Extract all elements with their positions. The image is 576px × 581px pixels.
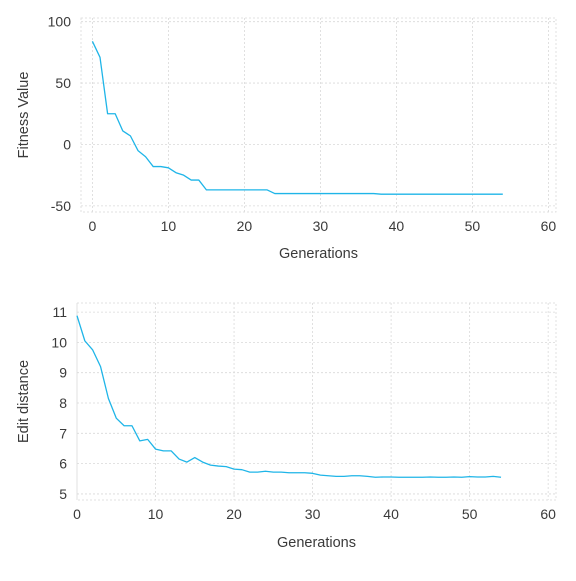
y-tick-label: 0 <box>63 136 71 152</box>
x-tick-label: 60 <box>541 218 557 234</box>
y-tick-label: 11 <box>52 304 67 320</box>
x-tick-label: 20 <box>237 218 253 234</box>
y-tick-label: 50 <box>55 75 71 91</box>
x-tick-label: 30 <box>305 506 321 522</box>
fitness-chart: 0 10 20 30 40 50 60 -50 0 50 100 Generations Fitn… <box>16 14 557 262</box>
y-axis-label: Fitness Value <box>16 72 32 159</box>
x-tick-label: 50 <box>462 506 478 522</box>
series-line-0 <box>91 41 503 195</box>
y-tick-label: 5 <box>59 486 67 502</box>
y-axis-label: Edit distance <box>16 360 32 443</box>
y-tick-label: 8 <box>59 395 67 411</box>
y-tick-label: 9 <box>59 365 67 381</box>
x-tick-label: 50 <box>465 218 481 234</box>
x-tick-label: 10 <box>161 218 177 234</box>
x-tick-label: 0 <box>89 218 97 234</box>
plot-frame <box>80 17 557 213</box>
y-tick-label: 6 <box>59 456 67 472</box>
x-tick-label: 0 <box>73 506 81 522</box>
y-tick-label: 100 <box>48 14 72 30</box>
x-tick-label: 10 <box>148 506 164 522</box>
y-tick-label: -50 <box>51 198 71 214</box>
x-tick-label: 30 <box>313 218 329 234</box>
y-tick-label: 10 <box>51 334 67 350</box>
x-tick-label: 40 <box>383 506 399 522</box>
x-axis-label: Generations <box>279 246 358 262</box>
edit-distance-chart: 0 10 20 30 40 50 60 5 6 7 8 9 10 11 Generations Edit… <box>16 302 557 551</box>
series-line-0 <box>76 315 502 478</box>
x-tick-label: 60 <box>540 506 556 522</box>
plot-frame <box>76 302 557 501</box>
x-axis-label: Generations <box>277 535 356 551</box>
x-tick-label: 20 <box>226 506 242 522</box>
y-tick-label: 7 <box>59 425 67 441</box>
x-tick-label: 40 <box>389 218 405 234</box>
